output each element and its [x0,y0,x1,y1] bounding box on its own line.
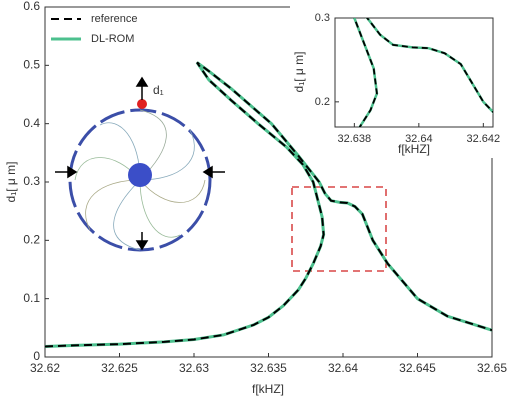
y-axis-label: d₁[ μ m] [4,162,18,203]
inset-x-axis-label: f[kHZ] [398,142,430,156]
legend: reference DL-ROM [51,13,137,45]
x-tick-label: 32.62 [30,361,60,375]
x-tick-label: 32.65 [477,361,507,375]
y-tick-label: 0.6 [23,0,40,13]
legend-label: DL-ROM [91,33,134,45]
y-tick-label: 0.1 [23,291,40,305]
device-illustration: d₁ [55,76,225,252]
series-group [45,61,492,348]
sense-point [137,99,147,109]
x-tick-label: 32.642 [466,133,500,145]
proof-mass [128,163,152,187]
y-tick-label: 0 [33,349,40,363]
inset-y-axis-label: d₁[ μ m] [292,52,306,93]
x-tick-label: 32.635 [250,361,287,375]
legend-label: reference [91,13,137,25]
x-tick-label: 32.645 [399,361,436,375]
annotation: d₁ [153,83,164,97]
inset-frame [334,17,494,128]
y-tick-label: 0.3 [315,12,330,24]
x-tick-label: 32.625 [101,361,138,375]
x-tick-label: 32.638 [338,133,372,145]
y-tick-label: 0.5 [23,58,40,72]
x-tick-label: 32.64 [405,133,433,145]
arrows [55,76,225,251]
series-line [353,18,493,127]
x-axis-label: f[kHZ] [252,382,284,396]
x-tick-label: 32.64 [328,361,358,375]
series-group [352,18,493,127]
y-tick-label: 0.2 [315,96,330,108]
series-line [45,61,492,348]
y-tick-label: 0.3 [23,174,40,188]
y-tick-label: 0.2 [23,233,40,247]
x-tick-label: 32.63 [179,361,209,375]
zoom-box [291,186,387,272]
y-tick-label: 0.4 [23,116,40,130]
